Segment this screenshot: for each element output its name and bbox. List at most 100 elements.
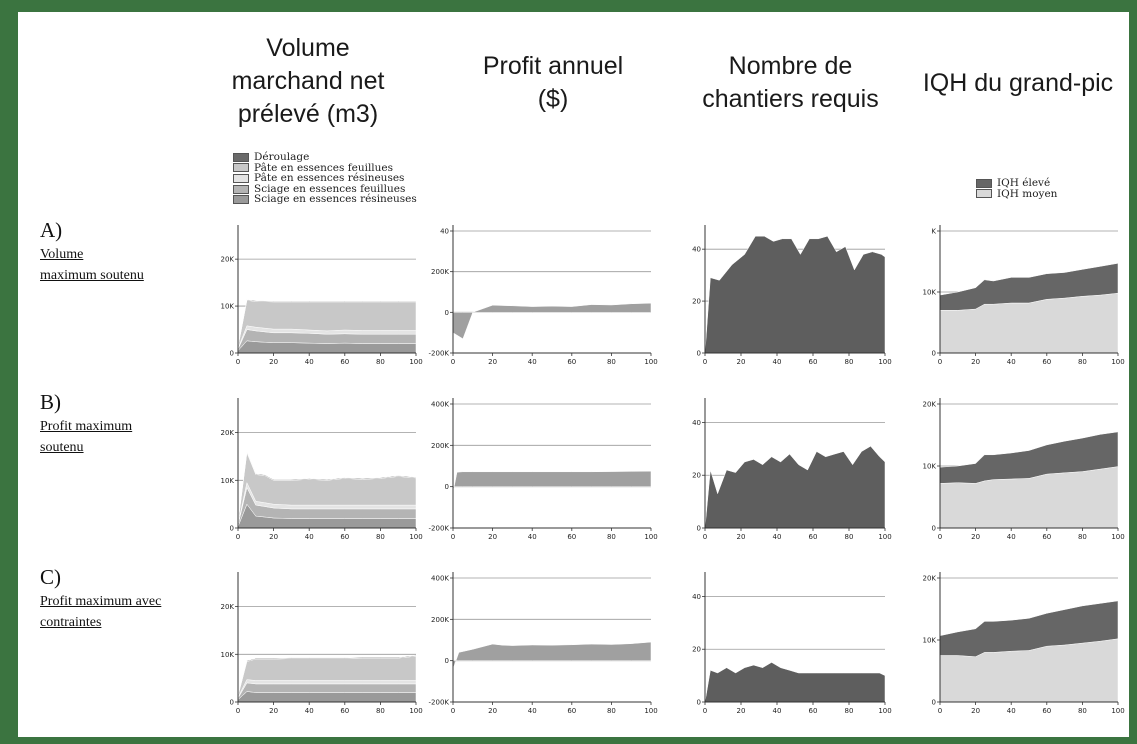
x-tick-label: 20 — [737, 707, 746, 715]
y-tick-label: 0 — [697, 699, 701, 707]
x-tick-label: 60 — [340, 358, 349, 366]
legend-label: IQH élevé — [997, 177, 1051, 189]
series-area — [237, 691, 417, 703]
x-tick-label: 0 — [938, 358, 942, 366]
legend-swatch — [233, 195, 249, 205]
row-letter-b: B) — [40, 390, 61, 414]
x-tick-label: 80 — [607, 533, 616, 541]
legend-item: Pâte en essences résineuses — [233, 173, 417, 184]
y-tick-label: 40 — [692, 419, 701, 427]
x-tick-label: 20 — [488, 533, 497, 541]
x-tick-label: 60 — [567, 533, 576, 541]
y-tick-label: 20K — [221, 603, 235, 611]
x-tick-label: 100 — [409, 533, 422, 541]
x-tick-label: 20 — [971, 707, 980, 715]
x-tick-label: 60 — [1042, 533, 1051, 541]
x-tick-label: 0 — [451, 707, 455, 715]
x-tick-label: 60 — [340, 533, 349, 541]
legend-swatch — [233, 163, 249, 173]
x-tick-label: 20 — [269, 358, 278, 366]
series-area — [704, 445, 886, 529]
series-area — [452, 470, 652, 493]
chart-A-iqh: 0 10K K 0 20 40 60 80 100 — [923, 225, 1125, 366]
x-tick-label: 80 — [607, 358, 616, 366]
x-tick-label: 80 — [845, 533, 854, 541]
y-tick-label: 40 — [692, 593, 701, 601]
chart-B-iqh: 0 10K 20K 0 20 40 60 80 100 — [923, 398, 1125, 541]
legend-swatch — [233, 152, 249, 162]
x-tick-label: 0 — [236, 533, 240, 541]
legend-item: IQH moyen — [976, 187, 1058, 200]
chart-C-chantiers: 0 20 40 0 20 40 60 80 100 — [692, 572, 892, 715]
y-tick-label: 40 — [440, 228, 449, 236]
y-tick-label: 20K — [221, 256, 235, 264]
chart-C-volume: 0 10K 20K 0 20 40 60 80 100 — [221, 572, 423, 715]
legend-swatch — [976, 189, 992, 199]
series-area — [452, 302, 652, 340]
y-tick-label: 400K — [431, 575, 449, 583]
x-tick-label: 20 — [488, 707, 497, 715]
x-tick-label: 60 — [1042, 707, 1051, 715]
y-tick-label: 200K — [431, 616, 449, 624]
series-area — [704, 662, 886, 703]
chart-B-chantiers: 0 20 40 0 20 40 60 80 100 — [692, 398, 892, 541]
x-tick-label: 0 — [236, 358, 240, 366]
x-tick-label: 20 — [971, 533, 980, 541]
y-tick-label: 400K — [431, 401, 449, 409]
x-tick-label: 60 — [567, 358, 576, 366]
series-area — [939, 263, 1119, 311]
x-tick-label: 20 — [269, 533, 278, 541]
y-tick-label: 200K — [431, 268, 449, 276]
x-tick-label: 40 — [1007, 358, 1016, 366]
y-tick-label: 20K — [923, 401, 937, 409]
y-tick-label: 20 — [692, 472, 701, 480]
x-tick-label: 40 — [773, 358, 782, 366]
x-tick-label: 100 — [878, 533, 891, 541]
x-tick-label: 40 — [305, 707, 314, 715]
y-tick-label: 0 — [697, 350, 701, 358]
x-tick-label: 100 — [1111, 358, 1124, 366]
legend-item: Sciage en essences feuillues — [233, 184, 417, 195]
legend-item: Pâte en essences feuillues — [233, 161, 417, 174]
x-tick-label: 20 — [488, 358, 497, 366]
legend-label: Pâte en essences feuillues — [254, 161, 394, 174]
y-tick-label: 10K — [221, 651, 235, 659]
x-tick-label: 100 — [878, 358, 891, 366]
legend-label: Sciage en essences résineuses — [254, 193, 417, 206]
row-title-c: Profit maximum avec contraintes — [40, 594, 162, 630]
x-tick-label: 100 — [878, 707, 891, 715]
y-tick-label: 0 — [445, 309, 449, 317]
x-tick-label: 40 — [305, 358, 314, 366]
y-tick-label: 20K — [923, 575, 937, 583]
y-tick-label: 10K — [221, 303, 235, 311]
x-tick-label: 0 — [451, 533, 455, 541]
x-tick-label: 0 — [938, 707, 942, 715]
x-tick-label: 40 — [773, 533, 782, 541]
series-area — [704, 235, 886, 354]
chart-B-volume: 0 10K 20K 0 20 40 60 80 100 — [221, 398, 423, 541]
y-tick-label: 0 — [230, 699, 234, 707]
x-tick-label: 60 — [809, 358, 818, 366]
x-tick-label: 100 — [644, 533, 657, 541]
x-tick-label: 40 — [773, 707, 782, 715]
legend-label: IQH moyen — [997, 187, 1058, 200]
row-letter-a: A) — [40, 218, 63, 242]
y-tick-label: 10K — [923, 637, 937, 645]
series-area — [939, 600, 1119, 657]
legend-label: Pâte en essences résineuses — [254, 172, 405, 185]
x-tick-label: 100 — [1111, 707, 1124, 715]
x-tick-label: 60 — [567, 707, 576, 715]
x-tick-label: 20 — [737, 358, 746, 366]
series-area — [237, 655, 417, 696]
series-area — [939, 431, 1119, 484]
legend-item: IQH élevé — [976, 178, 1057, 189]
x-tick-label: 100 — [409, 707, 422, 715]
x-tick-label: 80 — [376, 707, 385, 715]
y-tick-label: 40 — [692, 246, 701, 254]
series-area — [452, 641, 652, 669]
x-tick-label: 60 — [1042, 358, 1051, 366]
x-tick-label: 60 — [809, 707, 818, 715]
